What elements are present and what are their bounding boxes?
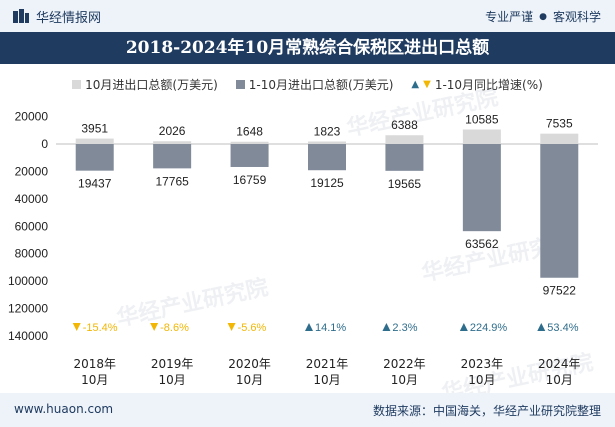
growth-label: 2.3%: [392, 322, 417, 334]
bar-monthly: [230, 141, 269, 144]
x-tick-label-year: 2024年: [538, 357, 581, 371]
brand-logo-icon: [13, 9, 29, 23]
data-label-monthly: 2026: [159, 124, 186, 138]
x-tick-label-year: 2023年: [461, 357, 504, 371]
growth-up-marker: [459, 323, 468, 331]
y-tick-label: 100000: [8, 274, 48, 288]
top-bar: 华经情报网 专业严谨 ● 客观科学: [0, 0, 615, 32]
bar-cumulative: [230, 144, 269, 167]
x-tick-label-month: 10月: [546, 373, 573, 387]
growth-label: -8.6%: [160, 322, 189, 334]
legend-item-cumulative: 1-10月进出口总额(万美元): [235, 72, 394, 96]
legend-item-growth: ▲ ▼ 1-10月同比增速(%): [411, 72, 542, 96]
growth-label: 224.9%: [470, 322, 508, 334]
growth-down-marker: [227, 323, 236, 331]
growth-label: 14.1%: [315, 322, 346, 334]
growth-label: -15.4%: [83, 322, 118, 334]
data-label-cumulative: 19565: [388, 177, 422, 191]
bar-monthly: [153, 141, 192, 144]
x-tick-label-month: 10月: [391, 373, 418, 387]
y-tick-label: 80000: [15, 247, 49, 261]
legend: 10月进出口总额(万美元) 1-10月进出口总额(万美元) ▲ ▼ 1-10月同比…: [0, 72, 615, 96]
chart-title: 2018-2024年10月常熟综合保税区进出口总额: [0, 32, 615, 64]
x-tick-label-month: 10月: [313, 373, 340, 387]
growth-up-marker: [382, 323, 391, 331]
x-tick-label-month: 10月: [159, 373, 186, 387]
data-label-cumulative: 97522: [543, 284, 577, 298]
data-label-cumulative: 16759: [233, 173, 267, 187]
y-tick-label: 60000: [15, 219, 49, 233]
x-tick-label-year: 2019年: [151, 357, 194, 371]
data-source: 数据来源：中国海关，华经产业研究院整理: [372, 404, 601, 418]
bar-monthly: [540, 133, 579, 144]
legend-label-cumulative: 1-10月进出口总额(万美元): [248, 77, 394, 92]
bar-cumulative: [153, 144, 192, 169]
data-label-monthly: 6388: [391, 118, 418, 132]
y-tick-label: 0: [41, 137, 48, 151]
data-label-monthly: 1823: [314, 124, 341, 138]
y-tick-label: 20000: [15, 164, 49, 178]
brand[interactable]: 华经情报网: [12, 7, 101, 26]
tagline: 专业严谨 ● 客观科学: [485, 8, 601, 25]
legend-item-monthly: 10月进出口总额(万美元): [72, 72, 218, 96]
bullet-icon: ●: [539, 11, 547, 22]
bar-cumulative: [540, 144, 579, 278]
data-label-monthly: 10585: [465, 112, 499, 126]
brand-name: 华经情报网: [36, 11, 102, 26]
legend-label-growth: 1-10月同比增速(%): [434, 77, 543, 92]
bar-monthly: [75, 138, 114, 144]
footer: www.huaon.com 数据来源：中国海关，华经产业研究院整理: [0, 393, 615, 427]
x-tick-label-year: 2022年: [383, 357, 426, 371]
data-label-cumulative: 17765: [155, 174, 189, 188]
y-tick-label: 140000: [8, 329, 48, 343]
bar-cumulative: [462, 144, 501, 232]
growth-down-marker: [150, 323, 159, 331]
y-tick-label: 120000: [8, 302, 48, 316]
x-tick-label-month: 10月: [468, 373, 495, 387]
x-tick-label-month: 10月: [81, 373, 108, 387]
legend-swatch-monthly: [72, 79, 82, 89]
data-label-monthly: 7535: [546, 117, 573, 131]
tagline-2: 客观科学: [552, 10, 601, 24]
bar-monthly: [308, 141, 346, 144]
site-url[interactable]: www.huaon.com: [14, 402, 114, 416]
y-tick-label: 20000: [15, 110, 49, 124]
growth-up-marker: [537, 323, 546, 331]
growth-label: 53.4%: [547, 322, 578, 334]
bar-monthly: [385, 135, 424, 144]
data-label-monthly: 3951: [81, 122, 108, 136]
bar-cumulative: [75, 144, 114, 171]
y-tick-label: 40000: [15, 192, 49, 206]
x-tick-label-year: 2020年: [228, 357, 271, 371]
data-label-cumulative: 19125: [310, 176, 344, 190]
tagline-1: 专业严谨: [485, 10, 534, 24]
legend-label-monthly: 10月进出口总额(万美元): [85, 77, 218, 92]
x-tick-label-year: 2021年: [306, 357, 349, 371]
triangle-up-icon: ▲: [411, 78, 420, 90]
legend-swatch-cumulative: [235, 79, 245, 89]
data-label-cumulative: 63562: [465, 237, 499, 251]
data-label-monthly: 1648: [236, 125, 263, 139]
data-label-cumulative: 19437: [78, 177, 112, 191]
bar-cumulative: [385, 144, 424, 171]
bar-monthly: [462, 129, 501, 144]
growth-label: -5.6%: [238, 322, 267, 334]
triangle-down-icon: ▼: [423, 78, 431, 90]
bar-cumulative: [308, 144, 346, 171]
x-tick-label-year: 2018年: [73, 357, 116, 371]
x-tick-label-month: 10月: [236, 373, 263, 387]
growth-down-marker: [72, 323, 81, 331]
growth-up-marker: [305, 323, 313, 331]
